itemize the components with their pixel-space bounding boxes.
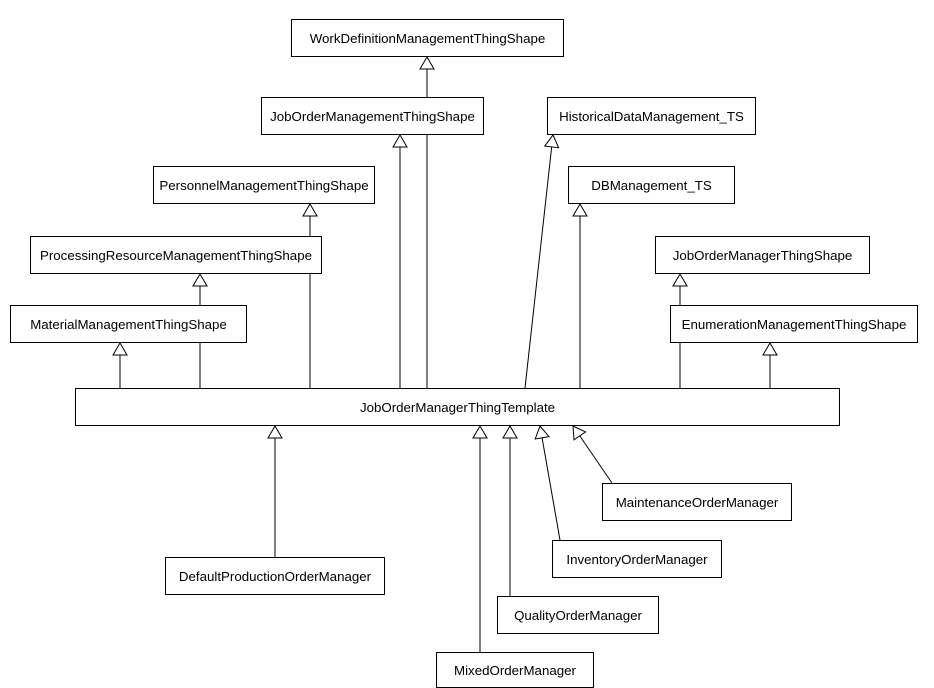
node-label: WorkDefinitionManagementThingShape (310, 31, 546, 46)
node-label: InventoryOrderManager (566, 552, 707, 567)
node-personnel: PersonnelManagementThingShape (153, 166, 375, 204)
edge-arrowhead (503, 426, 517, 438)
node-material: MaterialManagementThingShape (10, 305, 247, 343)
node-label: JobOrderManagerThingTemplate (360, 400, 555, 415)
node-enum: EnumerationManagementThingShape (670, 305, 918, 343)
edge-arrowhead (573, 204, 587, 216)
edge-arrowhead (268, 426, 282, 438)
edge-line (525, 147, 552, 388)
node-label: QualityOrderManager (514, 608, 642, 623)
node-label: DBManagement_TS (591, 178, 711, 193)
diagram-canvas: WorkDefinitionManagementThingShape JobOrd… (0, 0, 934, 681)
edge-arrowhead (573, 426, 586, 440)
edge-arrowhead (545, 135, 559, 148)
node-jomts: JobOrderManagerThingShape (655, 236, 870, 274)
node-procres: ProcessingResourceManagementThingShape (30, 236, 322, 274)
edge-arrowhead (193, 274, 207, 286)
edge-arrowhead (393, 135, 407, 147)
node-label: ProcessingResourceManagementThingShape (40, 248, 312, 263)
edge-line (580, 436, 612, 483)
edge-arrowhead (420, 57, 434, 69)
edge-arrowhead (763, 343, 777, 355)
node-defprod: DefaultProductionOrderManager (165, 557, 385, 595)
edge-arrowhead (535, 426, 549, 439)
node-label: HistoricalDataManagement_TS (559, 109, 744, 124)
node-quality: QualityOrderManager (497, 596, 659, 634)
node-label: MaintenanceOrderManager (616, 495, 779, 510)
node-label: JobOrderManagementThingShape (270, 109, 475, 124)
node-template: JobOrderManagerThingTemplate (75, 388, 840, 426)
node-label: JobOrderManagerThingShape (673, 248, 853, 263)
node-label: DefaultProductionOrderManager (179, 569, 371, 584)
node-joborder_ms: JobOrderManagementThingShape (261, 97, 484, 135)
edge-line (542, 438, 560, 540)
node-workdef: WorkDefinitionManagementThingShape (291, 19, 564, 57)
edge-arrowhead (303, 204, 317, 216)
node-maint: MaintenanceOrderManager (602, 483, 792, 521)
edge-arrowhead (113, 343, 127, 355)
node-dbmgmt: DBManagement_TS (568, 166, 735, 204)
node-label: PersonnelManagementThingShape (159, 178, 368, 193)
node-mixed: MixedOrderManager (436, 652, 594, 688)
node-label: MixedOrderManager (454, 663, 576, 678)
node-historical: HistoricalDataManagement_TS (547, 97, 756, 135)
node-label: MaterialManagementThingShape (30, 317, 227, 332)
node-label: EnumerationManagementThingShape (682, 317, 907, 332)
edge-arrowhead (473, 426, 487, 438)
node-inv: InventoryOrderManager (552, 540, 722, 578)
edge-arrowhead (673, 274, 687, 286)
